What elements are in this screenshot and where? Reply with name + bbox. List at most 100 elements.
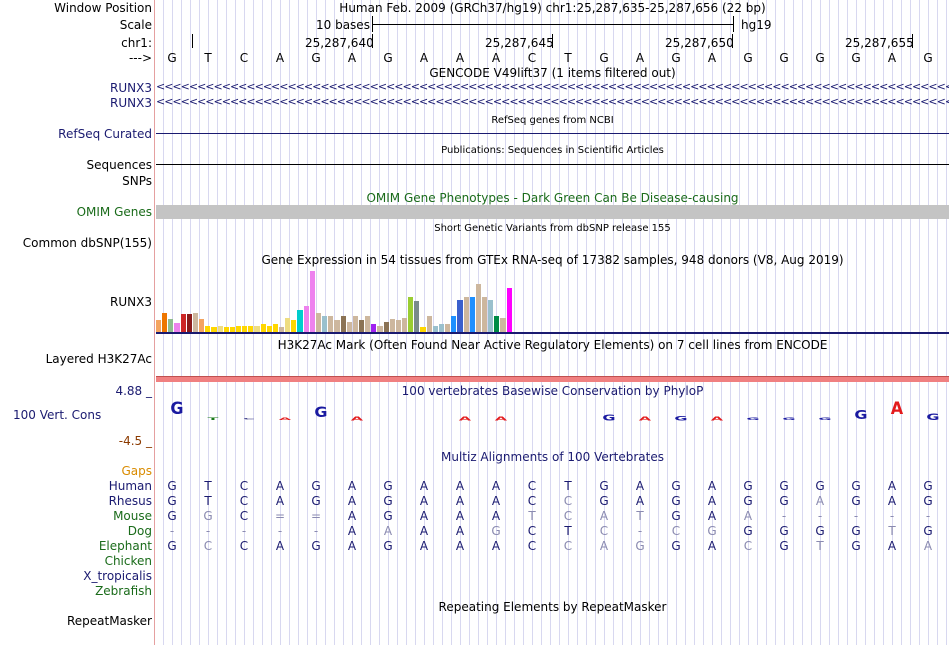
- dbsnp-track-title[interactable]: Short Genetic Variants from dbSNP releas…: [434, 223, 671, 234]
- grid-line: [523, 0, 524, 645]
- gtex-tissue-bar[interactable]: [322, 316, 328, 332]
- gtex-tissue-bar[interactable]: [266, 326, 272, 332]
- gtex-tissue-bar[interactable]: [414, 301, 420, 332]
- omim-bar[interactable]: [156, 205, 949, 219]
- gtex-tissue-bar[interactable]: [291, 320, 297, 332]
- label-h3k27ac[interactable]: Layered H3K27Ac: [45, 352, 152, 366]
- gtex-tissue-bar[interactable]: [389, 319, 395, 332]
- gtex-tissue-bar[interactable]: [365, 316, 371, 332]
- refseq-line[interactable]: [156, 133, 949, 134]
- gtex-tissue-bar[interactable]: [186, 314, 192, 332]
- label-repeatmasker[interactable]: RepeatMasker: [66, 614, 152, 628]
- label-dbsnp[interactable]: Common dbSNP(155): [22, 236, 152, 250]
- gtex-tissue-bar[interactable]: [432, 326, 438, 332]
- gtex-tissue-bar[interactable]: [426, 316, 432, 332]
- label-runx3-a[interactable]: RUNX3: [110, 81, 152, 95]
- h3k27ac-signal[interactable]: [156, 376, 949, 382]
- label-omim[interactable]: OMIM Genes: [76, 205, 152, 219]
- gtex-tissue-bar[interactable]: [162, 313, 168, 332]
- gtex-tissue-bar[interactable]: [229, 327, 235, 332]
- gtex-tissue-bar[interactable]: [352, 316, 358, 332]
- gtex-tissue-bar[interactable]: [272, 324, 279, 332]
- gtex-tissue-bar[interactable]: [469, 297, 475, 332]
- publications-track-title[interactable]: Publications: Sequences in Scientific Ar…: [441, 145, 664, 156]
- h3k27ac-track-title[interactable]: H3K27Ac Mark (Often Found Near Active Re…: [277, 338, 828, 352]
- gtex-tissue-bar[interactable]: [346, 322, 352, 332]
- gtex-tissue-bar[interactable]: [168, 319, 174, 332]
- multiz-track-title[interactable]: Multiz Alignments of 100 Vertebrates: [440, 450, 665, 464]
- phylop-letter: A: [890, 397, 904, 418]
- label-sequences[interactable]: Sequences: [86, 158, 152, 172]
- refseq-track-title[interactable]: RefSeq genes from NCBI: [491, 115, 614, 126]
- gtex-tissue-bar[interactable]: [156, 320, 162, 332]
- gtex-tissue-bar[interactable]: [500, 318, 506, 332]
- gtex-tissue-bar[interactable]: [481, 297, 488, 332]
- gtex-tissue-bar[interactable]: [488, 300, 494, 332]
- species-label[interactable]: X_tropicalis: [83, 569, 152, 583]
- label-snps[interactable]: SNPs: [122, 174, 152, 188]
- gtex-tissue-bar[interactable]: [303, 306, 309, 332]
- gtex-tissue-bar[interactable]: [297, 310, 303, 332]
- sequences-line[interactable]: [156, 164, 949, 165]
- repeatmasker-track-title[interactable]: Repeating Elements by RepeatMasker: [438, 600, 667, 614]
- gtex-track-title[interactable]: Gene Expression in 54 tissues from GTEx …: [261, 253, 844, 267]
- gtex-tissue-bar[interactable]: [457, 300, 463, 332]
- runx3-transcript-b[interactable]: <<<<<<<<<<<<<<<<<<<<<<<<<<<<<<<<<<<<<<<<…: [156, 96, 949, 108]
- gtex-tissue-bar[interactable]: [285, 318, 291, 332]
- omim-track-title[interactable]: OMIM Gene Phenotypes - Dark Green Can Be…: [366, 191, 739, 205]
- gtex-tissue-bar[interactable]: [205, 326, 211, 332]
- gtex-tissue-bar[interactable]: [377, 326, 383, 332]
- gtex-tissue-bar[interactable]: [279, 327, 285, 332]
- gtex-tissue-bar[interactable]: [242, 326, 248, 332]
- gtex-tissue-bar[interactable]: [358, 320, 365, 332]
- species-label[interactable]: Human: [108, 479, 152, 493]
- gtex-tissue-bar[interactable]: [451, 316, 457, 332]
- gtex-tissue-bar[interactable]: [438, 324, 445, 332]
- species-label[interactable]: Dog: [127, 524, 152, 538]
- gtex-tissue-bar[interactable]: [395, 320, 402, 332]
- gtex-tissue-bar[interactable]: [334, 320, 340, 332]
- species-label[interactable]: Mouse: [113, 509, 152, 523]
- species-label[interactable]: Zebrafish: [95, 584, 152, 598]
- phylop-track-title[interactable]: 100 vertebrates Basewise Conservation by…: [401, 384, 704, 398]
- gtex-tissue-bar[interactable]: [174, 323, 180, 332]
- gtex-tissue-bar[interactable]: [315, 313, 322, 332]
- gtex-tissue-bar[interactable]: [248, 326, 254, 332]
- gtex-tissue-bar[interactable]: [309, 271, 315, 332]
- gtex-tissue-bar[interactable]: [408, 297, 414, 332]
- gtex-tissue-bar[interactable]: [340, 316, 346, 332]
- gencode-track-title[interactable]: GENCODE V49lift37 (1 items filtered out): [429, 66, 676, 80]
- phylop-letter: G: [926, 411, 940, 423]
- gtex-tissue-bar[interactable]: [494, 316, 500, 332]
- gtex-tissue-bar[interactable]: [235, 326, 242, 332]
- gtex-tissue-bar[interactable]: [420, 327, 426, 332]
- gtex-tissue-bar[interactable]: [371, 324, 377, 332]
- gtex-tissue-bar[interactable]: [328, 316, 334, 332]
- gtex-bar-chart[interactable]: [156, 268, 949, 332]
- gtex-tissue-bar[interactable]: [475, 284, 481, 332]
- label-runx3-b[interactable]: RUNX3: [110, 96, 152, 110]
- gtex-tissue-bar[interactable]: [211, 327, 217, 332]
- gtex-tissue-bar[interactable]: [260, 324, 266, 332]
- species-label[interactable]: Chicken: [104, 554, 152, 568]
- gtex-tissue-bar[interactable]: [463, 297, 469, 332]
- gtex-tissue-bar[interactable]: [506, 288, 512, 332]
- label-gtex-runx3[interactable]: RUNX3: [110, 295, 152, 309]
- label-gaps[interactable]: Gaps: [121, 464, 152, 478]
- runx3-transcript-a[interactable]: <<<<<<<<<<<<<<<<<<<<<<<<<<<<<<<<<<<<<<<<…: [156, 81, 949, 93]
- gtex-tissue-bar[interactable]: [445, 324, 451, 332]
- gtex-tissue-bar[interactable]: [217, 326, 223, 332]
- label-refseq[interactable]: RefSeq Curated: [58, 127, 152, 141]
- gtex-tissue-bar[interactable]: [223, 327, 229, 332]
- gtex-tissue-bar[interactable]: [402, 318, 408, 332]
- gtex-tissue-bar[interactable]: [199, 319, 205, 332]
- gtex-tissue-bar[interactable]: [180, 314, 186, 332]
- species-label[interactable]: Elephant: [98, 539, 152, 553]
- label-vert-cons[interactable]: 100 Vert. Cons: [13, 408, 102, 422]
- gtex-tissue-bar[interactable]: [192, 313, 199, 332]
- gtex-tissue-bar[interactable]: [254, 326, 260, 332]
- species-label[interactable]: Rhesus: [108, 494, 152, 508]
- gtex-tissue-bar[interactable]: [383, 322, 389, 332]
